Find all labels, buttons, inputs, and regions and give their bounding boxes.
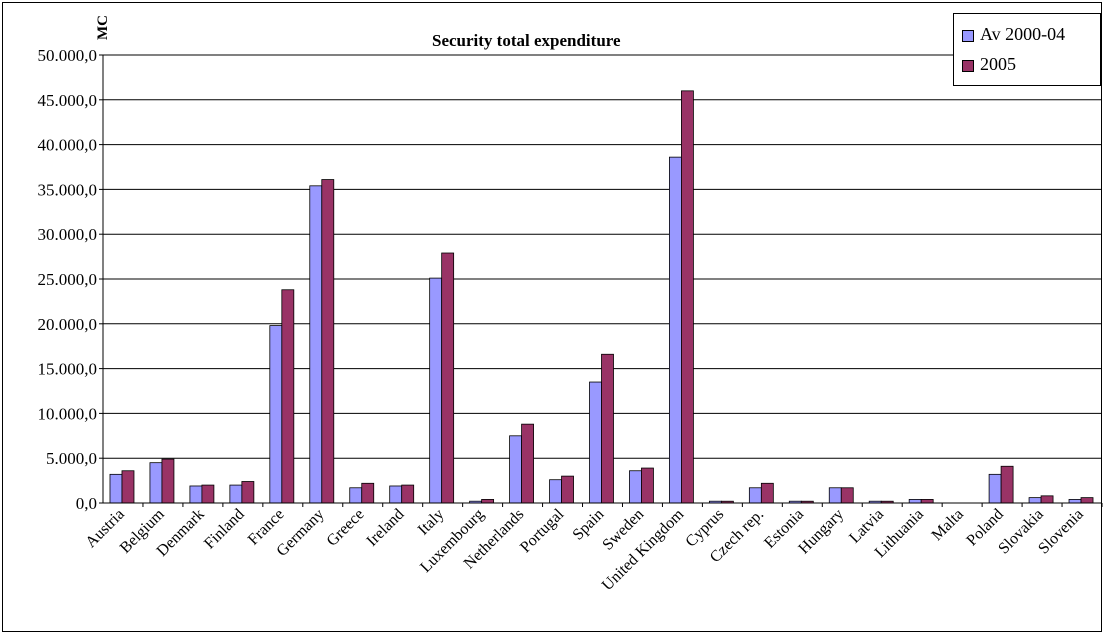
bar-1 <box>629 470 642 504</box>
bar-1 <box>189 485 203 504</box>
bar-1 <box>269 325 283 504</box>
legend-item-series-2: 2005 <box>962 54 1016 75</box>
bar-2 <box>760 482 774 504</box>
bar-2 <box>840 487 854 504</box>
y-tick-label: 50.000,0 <box>38 46 98 65</box>
x-tick-label: Spain <box>570 506 608 544</box>
bar-1 <box>229 484 243 504</box>
bar-1 <box>309 185 323 504</box>
x-tick-label: Greece <box>324 506 368 550</box>
bar-2 <box>561 475 574 504</box>
legend-label-series-2: 2005 <box>980 54 1016 74</box>
bar-2 <box>161 458 175 504</box>
bar-1 <box>589 381 602 504</box>
bar-1 <box>1068 499 1082 504</box>
bar-1 <box>429 277 443 504</box>
bar-1 <box>109 473 123 504</box>
x-tick-label: Italy <box>415 506 448 539</box>
bar-2 <box>401 484 415 504</box>
bar-2 <box>241 481 255 504</box>
x-tick-label: Slovenia <box>1035 506 1087 558</box>
bar-2 <box>601 353 614 504</box>
y-tick-label: 25.000,0 <box>38 270 98 289</box>
legend: Av 2000-04 2005 <box>953 13 1101 86</box>
chart-title: Security total expenditure <box>432 31 621 50</box>
y-tick-label: 20.000,0 <box>38 315 98 334</box>
y-tick-label: 45.000,0 <box>38 91 98 110</box>
bar-2 <box>201 484 215 504</box>
y-axis-unit-label: MC <box>95 15 111 40</box>
y-tick-label: 0,0 <box>76 494 97 513</box>
bar-1 <box>828 487 842 504</box>
bars <box>109 90 1094 504</box>
x-tick-label: Finland <box>201 506 248 553</box>
y-tick-label: 40.000,0 <box>38 136 98 155</box>
y-tick-label: 5.000,0 <box>46 449 97 468</box>
bar-2 <box>920 499 934 504</box>
gridlines <box>103 54 1102 459</box>
bar-2 <box>681 90 694 504</box>
bar-2 <box>481 499 495 504</box>
x-tick-label: Malta <box>929 506 967 544</box>
bar-2 <box>281 289 295 504</box>
y-tick-label: 10.000,0 <box>38 404 98 423</box>
bar-2 <box>1080 497 1094 504</box>
legend-label-series-1: Av 2000-04 <box>980 24 1066 44</box>
y-tick-label: 15.000,0 <box>38 360 98 379</box>
bar-1 <box>389 485 403 504</box>
y-tick-label: 35.000,0 <box>38 180 98 199</box>
legend-swatch-series-2 <box>962 59 974 72</box>
y-tick-label: 30.000,0 <box>38 225 98 244</box>
bar-2 <box>1000 465 1014 504</box>
bar-1 <box>669 156 682 504</box>
tick-labels: 0,0 5.000,0 10.000,0 15.000,0 20.000,0 25.000… <box>38 46 1087 594</box>
legend-swatch-series-1 <box>962 29 974 42</box>
x-tick-label: Portugal <box>517 505 568 556</box>
bar-2 <box>441 252 455 504</box>
x-tick-label: Ireland <box>363 506 407 550</box>
bar-2 <box>321 179 335 504</box>
bar-2 <box>521 423 534 504</box>
bar-2 <box>361 482 375 504</box>
axes <box>99 54 1103 507</box>
bar-2 <box>121 470 135 504</box>
bar-1 <box>549 479 562 504</box>
x-tick-label: Hungary <box>795 506 847 558</box>
legend-item-series-1: Av 2000-04 <box>962 24 1065 45</box>
bar-1 <box>509 435 522 504</box>
bar-1 <box>149 462 163 504</box>
bar-1 <box>908 499 922 504</box>
bar-1 <box>1028 497 1042 504</box>
bar-2 <box>1040 495 1054 504</box>
bar-1 <box>349 487 363 504</box>
bar-2 <box>641 467 654 504</box>
bar-1 <box>748 487 762 504</box>
bar-1 <box>988 473 1002 504</box>
